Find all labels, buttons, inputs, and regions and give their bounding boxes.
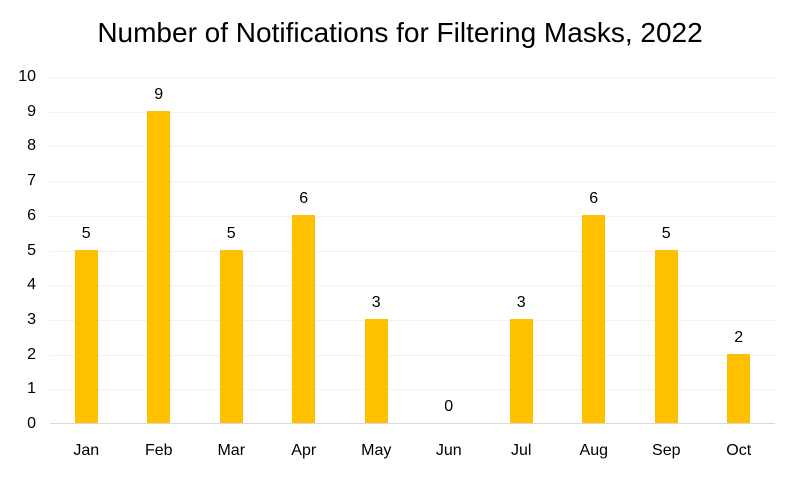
- data-label-aug: 6: [589, 189, 599, 207]
- gridline-8: [50, 146, 775, 148]
- gridline-6: [50, 215, 775, 217]
- bar-apr: [292, 214, 316, 423]
- y-axis-tick-label: 10: [18, 68, 36, 85]
- bar-jul: [509, 318, 533, 423]
- x-axis-line: [50, 423, 775, 424]
- y-axis-tick-label: 0: [27, 415, 36, 432]
- x-axis-label-feb: Feb: [144, 442, 173, 459]
- x-axis-label-oct: Oct: [726, 442, 752, 459]
- y-axis-tick-label: 6: [27, 206, 36, 224]
- chart-title: Number of Notifications for Filtering Ma…: [97, 17, 703, 48]
- gridline-7: [50, 181, 775, 183]
- data-label-jan: 5: [81, 224, 91, 242]
- x-axis-label-aug: Aug: [579, 442, 608, 459]
- y-axis-tick-label: 2: [27, 345, 36, 363]
- bar-mar: [219, 249, 243, 423]
- x-axis-label-sep: Sep: [652, 442, 681, 459]
- y-axis-tick-label: 1: [27, 380, 36, 398]
- data-label-jul: 3: [516, 293, 526, 311]
- y-axis-tick-label: 5: [27, 241, 36, 259]
- plot-area: 5 Jan 9 Feb 5 Mar 6 Apr 3 May 0 Jun 3 Jul 6 Aug 5 Sep 2 Oct: [50, 77, 775, 459]
- gridline-1: [50, 389, 775, 391]
- x-axis-label-apr: Apr: [291, 442, 317, 459]
- y-axis-tick-label: 8: [27, 137, 36, 155]
- data-label-feb: 9: [154, 85, 164, 103]
- data-label-jun: 0: [444, 398, 454, 415]
- bar-oct: [727, 353, 751, 423]
- y-axis-tick-label: 3: [27, 310, 36, 328]
- gridline-5: [50, 250, 775, 252]
- y-axis-tick-label: 4: [27, 276, 36, 294]
- gridline-4: [50, 285, 775, 287]
- gridline-10: [50, 77, 775, 78]
- gridline-9: [50, 111, 775, 113]
- y-axis-tick-label: 9: [27, 102, 36, 120]
- x-axis-label-jan: Jan: [73, 442, 100, 459]
- data-label-may: 3: [371, 293, 381, 311]
- bar-jan: [74, 249, 98, 423]
- x-axis-label-mar: Mar: [217, 442, 246, 459]
- data-label-mar: 5: [226, 224, 236, 242]
- data-label-sep: 5: [661, 224, 671, 242]
- bar-may: [364, 318, 388, 423]
- x-axis-label-jun: Jun: [435, 442, 462, 459]
- x-axis-label-jul: Jul: [511, 442, 532, 459]
- bar-feb: [147, 110, 171, 423]
- bar-aug: [582, 214, 606, 423]
- gridline-3: [50, 319, 775, 321]
- bar-sep: [654, 249, 678, 423]
- x-axis-label-may: May: [361, 442, 392, 459]
- data-label-oct: 2: [734, 328, 744, 346]
- data-label-apr: 6: [299, 189, 309, 207]
- y-axis-tick-label: 7: [27, 172, 36, 190]
- gridline-2: [50, 354, 775, 356]
